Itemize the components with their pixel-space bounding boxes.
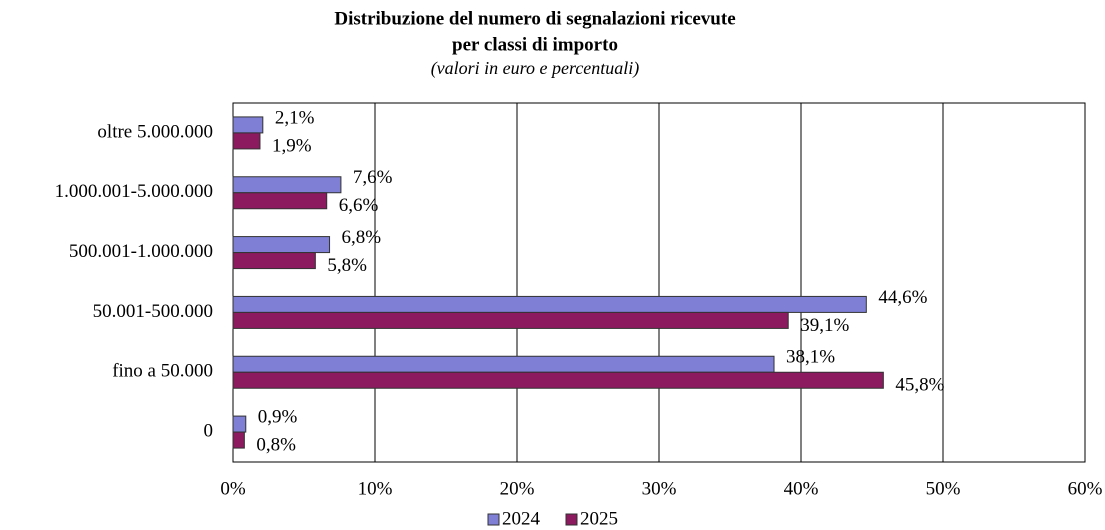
x-tick-label: 20% xyxy=(500,478,535,499)
data-label: 7,6% xyxy=(353,167,393,188)
x-tick-label: 60% xyxy=(1068,478,1103,499)
bar xyxy=(232,431,245,449)
bar xyxy=(232,415,247,433)
y-tick-label: 0 xyxy=(204,420,214,441)
x-tick-label: 0% xyxy=(220,478,246,499)
bar xyxy=(232,132,261,150)
chart-title: per classi di importo xyxy=(452,34,618,55)
x-tick-label: 10% xyxy=(358,478,393,499)
data-label: 0,8% xyxy=(256,434,296,455)
x-tick-label: 30% xyxy=(642,478,677,499)
y-tick-label: fino a 50.000 xyxy=(112,361,213,382)
bar xyxy=(232,252,316,270)
x-tick-label: 50% xyxy=(926,478,961,499)
x-tick-label: 40% xyxy=(784,478,819,499)
legend-swatch xyxy=(565,513,578,526)
data-label: 38,1% xyxy=(786,347,835,368)
y-tick-label: 50.001-500.000 xyxy=(93,301,213,322)
data-label: 6,8% xyxy=(342,227,382,248)
bar xyxy=(232,116,264,134)
bar xyxy=(232,192,328,210)
plot-border xyxy=(232,102,1086,463)
chart-subtitle: (valori in euro e percentuali) xyxy=(431,58,640,79)
data-label: 45,8% xyxy=(895,375,944,396)
data-label: 39,1% xyxy=(800,315,849,336)
data-label: 44,6% xyxy=(878,287,927,308)
data-label: 2,1% xyxy=(275,107,315,128)
legend-swatch xyxy=(487,513,500,526)
bar xyxy=(232,176,342,194)
legend-label: 2024 xyxy=(502,508,541,529)
bar xyxy=(232,311,789,329)
chart-title: Distribuzione del numero di segnalazioni… xyxy=(334,8,735,29)
legend-label: 2025 xyxy=(580,508,618,529)
bar xyxy=(232,371,884,389)
data-label: 5,8% xyxy=(327,255,367,276)
bar xyxy=(232,355,775,373)
data-label: 0,9% xyxy=(258,406,298,427)
y-tick-label: oltre 5.000.000 xyxy=(97,121,213,142)
bar xyxy=(232,236,331,254)
data-label: 1,9% xyxy=(272,135,312,156)
bar xyxy=(232,295,867,313)
y-tick-label: 500.001-1.000.000 xyxy=(69,241,213,262)
data-label: 6,6% xyxy=(339,195,379,216)
y-tick-label: 1.000.001-5.000.000 xyxy=(55,181,213,202)
